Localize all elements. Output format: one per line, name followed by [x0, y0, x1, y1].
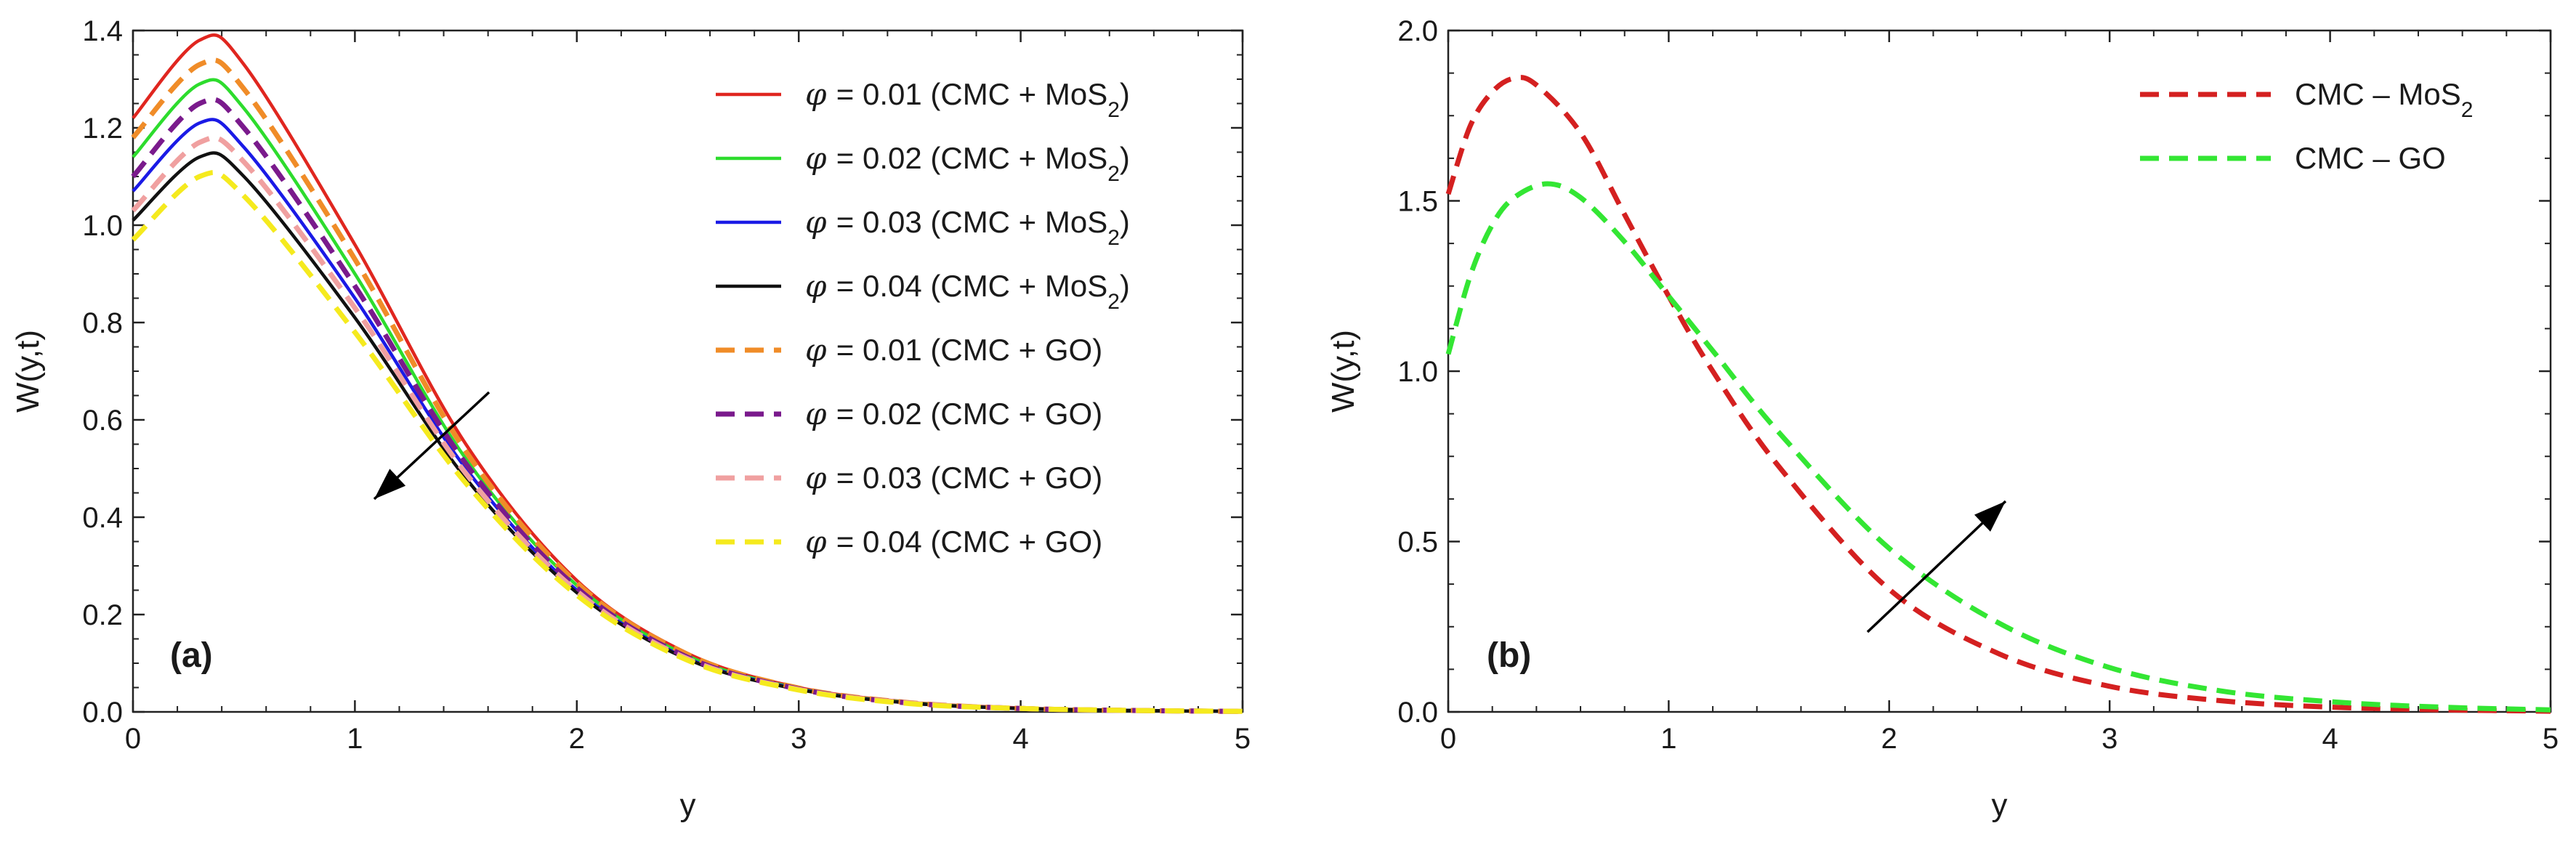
y-tick-label: 1.4 [82, 15, 123, 47]
plot-frame [1447, 29, 2552, 713]
series-line-8 [131, 170, 1243, 714]
x-tick-label: 2 [569, 723, 585, 755]
y-tick-label: 1.0 [82, 210, 123, 242]
series-line-2 [1445, 181, 2551, 713]
legend-label-2: CMC – GO [2295, 141, 2446, 175]
x-tick-label: 0 [1440, 723, 1456, 755]
x-tick-label: 1 [1660, 723, 1676, 755]
x-tick-label: 0 [125, 723, 141, 755]
series-line-1 [1445, 75, 2551, 714]
legend: φ = 0.01 (CMC + MoS2) φ = 0.02 (CMC + MoS… [716, 76, 1130, 559]
legend-label-5: φ = 0.01 (CMC + GO) [805, 332, 1102, 368]
panel-label: (a) [170, 636, 213, 675]
y-axis-label: W(y,t) [1325, 330, 1361, 413]
y-tick-label: 0.8 [82, 307, 123, 339]
x-tick-label: 3 [2101, 723, 2117, 755]
y-tick-label: 0.4 [82, 502, 123, 534]
plot-frame [132, 29, 1244, 713]
y-tick-label: 0.0 [1397, 697, 1438, 729]
annotation-arrow-head [374, 469, 406, 499]
y-axis-label: W(y,t) [10, 330, 46, 413]
y-tick-label: 1.2 [82, 113, 123, 145]
x-tick-label: 4 [2322, 723, 2338, 755]
legend-label-2: φ = 0.02 (CMC + MoS2) [805, 140, 1130, 186]
legend-label-8: φ = 0.04 (CMC + GO) [805, 524, 1102, 559]
annotation-arrow-head [1974, 501, 2006, 532]
legend-label-3: φ = 0.03 (CMC + MoS2) [805, 204, 1130, 250]
x-tick-label: 5 [2543, 723, 2559, 755]
legend-label-6: φ = 0.02 (CMC + GO) [805, 396, 1102, 431]
panel-a-chart: 0 1 2 3 4 5 0.0 0.2 0.4 0.6 0.8 1.0 1.2 1.4 y W(y,t) φ =… [10, 15, 1251, 823]
y-tick-label: 0.6 [82, 405, 123, 437]
y-tick-label: 0.5 [1397, 527, 1438, 559]
panel-label: (b) [1487, 636, 1531, 675]
x-axis-label: y [1992, 787, 2008, 823]
legend-label-4: φ = 0.04 (CMC + MoS2) [805, 268, 1130, 314]
x-tick-label: 2 [1881, 723, 1897, 755]
series-line-1 [132, 33, 1243, 713]
y-tick-label: 1.0 [1397, 356, 1438, 388]
x-tick-label: 1 [347, 723, 363, 755]
legend: CMC – MoS2 CMC – GO [2140, 77, 2473, 175]
y-tick-label: 2.0 [1397, 15, 1438, 47]
legend-label-1: φ = 0.01 (CMC + MoS2) [805, 76, 1130, 122]
x-tick-label: 3 [791, 723, 807, 755]
panel-b-chart: 0 1 2 3 4 50.00.51.01.52.0yW(y,t)CMC – MoS2CM… [1325, 15, 2559, 823]
x-tick-label: 5 [1235, 723, 1251, 755]
y-tick-label: 0.0 [82, 697, 123, 729]
legend-label-1: CMC – MoS2 [2295, 77, 2473, 122]
x-tick-label: 4 [1012, 723, 1028, 755]
legend-label-7: φ = 0.03 (CMC + GO) [805, 460, 1102, 495]
x-axis-label: y [680, 787, 696, 823]
y-tick-label: 0.2 [82, 599, 123, 631]
y-tick-label: 1.5 [1397, 186, 1438, 218]
